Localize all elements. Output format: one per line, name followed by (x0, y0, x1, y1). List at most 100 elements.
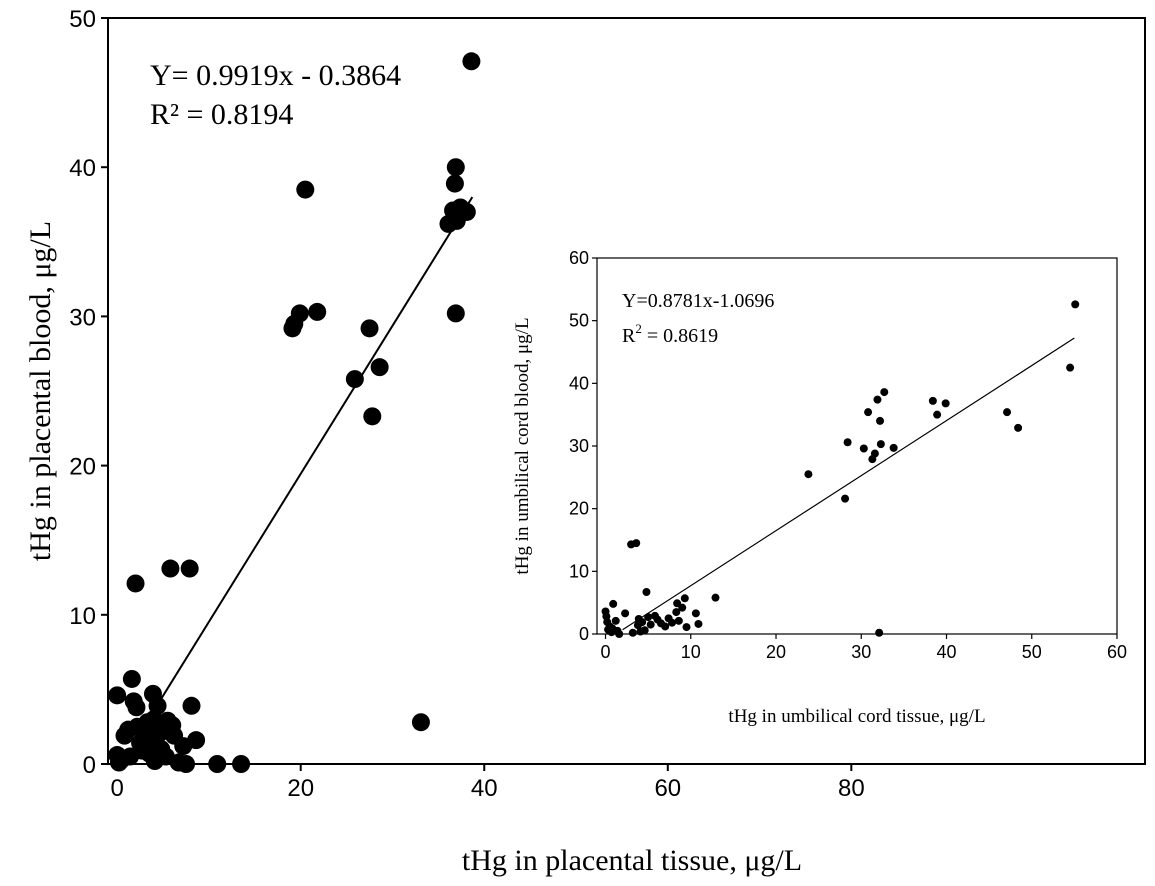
data-point (187, 731, 206, 750)
data-point (804, 470, 813, 479)
data-point (889, 443, 898, 452)
inset-fit-line (622, 337, 1075, 631)
data-point (678, 603, 687, 612)
data-point (876, 416, 885, 425)
main-y-axis-title: tHg in placental blood, μg/L (24, 221, 57, 561)
data-point (457, 202, 476, 221)
inset-r-squared: R2 = 0.8619 (622, 321, 718, 347)
x-tick-label: 50 (1022, 642, 1042, 662)
data-point (148, 696, 167, 715)
data-point (615, 630, 624, 638)
inset-equation: Y=0.8781x-1.0696 (622, 290, 774, 312)
y-tick-label: 0 (83, 752, 96, 779)
data-point (1003, 408, 1012, 417)
x-tick-label: 20 (766, 642, 786, 662)
x-tick-label: 10 (681, 642, 701, 662)
data-point (873, 395, 882, 404)
data-point (843, 438, 852, 447)
data-point (632, 539, 641, 548)
inset-r-squared-label: R (622, 325, 636, 347)
y-tick-label: 40 (569, 373, 589, 393)
data-point (126, 574, 145, 593)
data-point (232, 755, 251, 773)
data-point (691, 609, 700, 618)
inset-x-ticks: 0 10 20 30 40 50 60 (601, 634, 1127, 662)
inset-r-squared-superscript: 2 (635, 321, 642, 336)
data-point (661, 622, 670, 631)
main-r-squared: R² = 0.8194 (150, 98, 293, 131)
inset-y-axis-title: tHg in umbilical cord blood, μg/L (512, 317, 533, 574)
x-tick-label: 80 (838, 775, 865, 802)
main-x-ticks: 0 20 40 60 80 (110, 764, 865, 802)
data-point (445, 174, 464, 193)
x-tick-label: 30 (851, 642, 871, 662)
y-tick-label: 50 (69, 6, 96, 33)
data-point (876, 440, 885, 449)
main-fit-line (153, 196, 474, 712)
y-tick-label: 30 (69, 304, 96, 331)
data-point (1071, 300, 1080, 309)
data-point (1014, 423, 1023, 432)
data-point (928, 396, 937, 405)
data-point (161, 559, 180, 578)
data-point (621, 609, 630, 618)
x-tick-label: 60 (1107, 642, 1127, 662)
data-point (363, 407, 382, 426)
data-point (182, 696, 201, 715)
main-y-ticks: 0 10 20 30 40 50 (69, 6, 108, 779)
x-tick-label: 0 (601, 642, 611, 662)
data-point (108, 686, 127, 705)
data-point (127, 698, 146, 717)
data-point (941, 399, 950, 408)
data-point (672, 608, 681, 617)
data-point (462, 52, 481, 71)
data-point (180, 559, 199, 578)
y-tick-label: 30 (569, 436, 589, 456)
data-point (933, 410, 942, 419)
inset-data-points (601, 300, 1080, 638)
data-point (646, 620, 655, 629)
y-tick-label: 20 (569, 499, 589, 519)
data-point (177, 755, 196, 773)
data-point (859, 444, 868, 453)
data-point (208, 755, 227, 773)
data-point (841, 494, 850, 503)
data-point (411, 713, 430, 732)
regression-line (622, 337, 1075, 631)
y-tick-label: 10 (569, 561, 589, 581)
data-point (611, 616, 620, 625)
inset-x-axis-title: tHg in umbilical cord tissue, μg/L (728, 706, 985, 727)
data-point (638, 618, 647, 627)
data-point (668, 618, 677, 627)
main-x-axis-title: tHg in placental tissue, μg/L (462, 844, 802, 877)
data-point (875, 628, 884, 637)
data-point (628, 628, 637, 637)
data-point (674, 616, 683, 625)
inset-r-squared-value: = 0.8619 (642, 325, 718, 347)
main-data-points (108, 52, 481, 773)
data-point (360, 319, 379, 338)
y-tick-label: 40 (69, 155, 96, 182)
data-point (122, 669, 141, 688)
data-point (370, 358, 389, 377)
data-point (446, 158, 465, 177)
y-tick-label: 10 (69, 603, 96, 630)
data-point (864, 408, 873, 417)
y-tick-label: 0 (579, 624, 589, 644)
y-tick-label: 20 (69, 454, 96, 481)
regression-line (153, 196, 474, 712)
data-point (870, 449, 879, 458)
data-point (290, 304, 309, 323)
data-point (644, 613, 653, 622)
data-point (640, 626, 649, 635)
inset-plot-background (545, 238, 1125, 648)
x-tick-label: 20 (287, 775, 314, 802)
data-point (296, 180, 315, 199)
data-point (680, 594, 689, 603)
y-tick-label: 60 (569, 248, 589, 268)
data-point (609, 599, 618, 608)
data-point (446, 304, 465, 323)
data-point (308, 302, 327, 321)
